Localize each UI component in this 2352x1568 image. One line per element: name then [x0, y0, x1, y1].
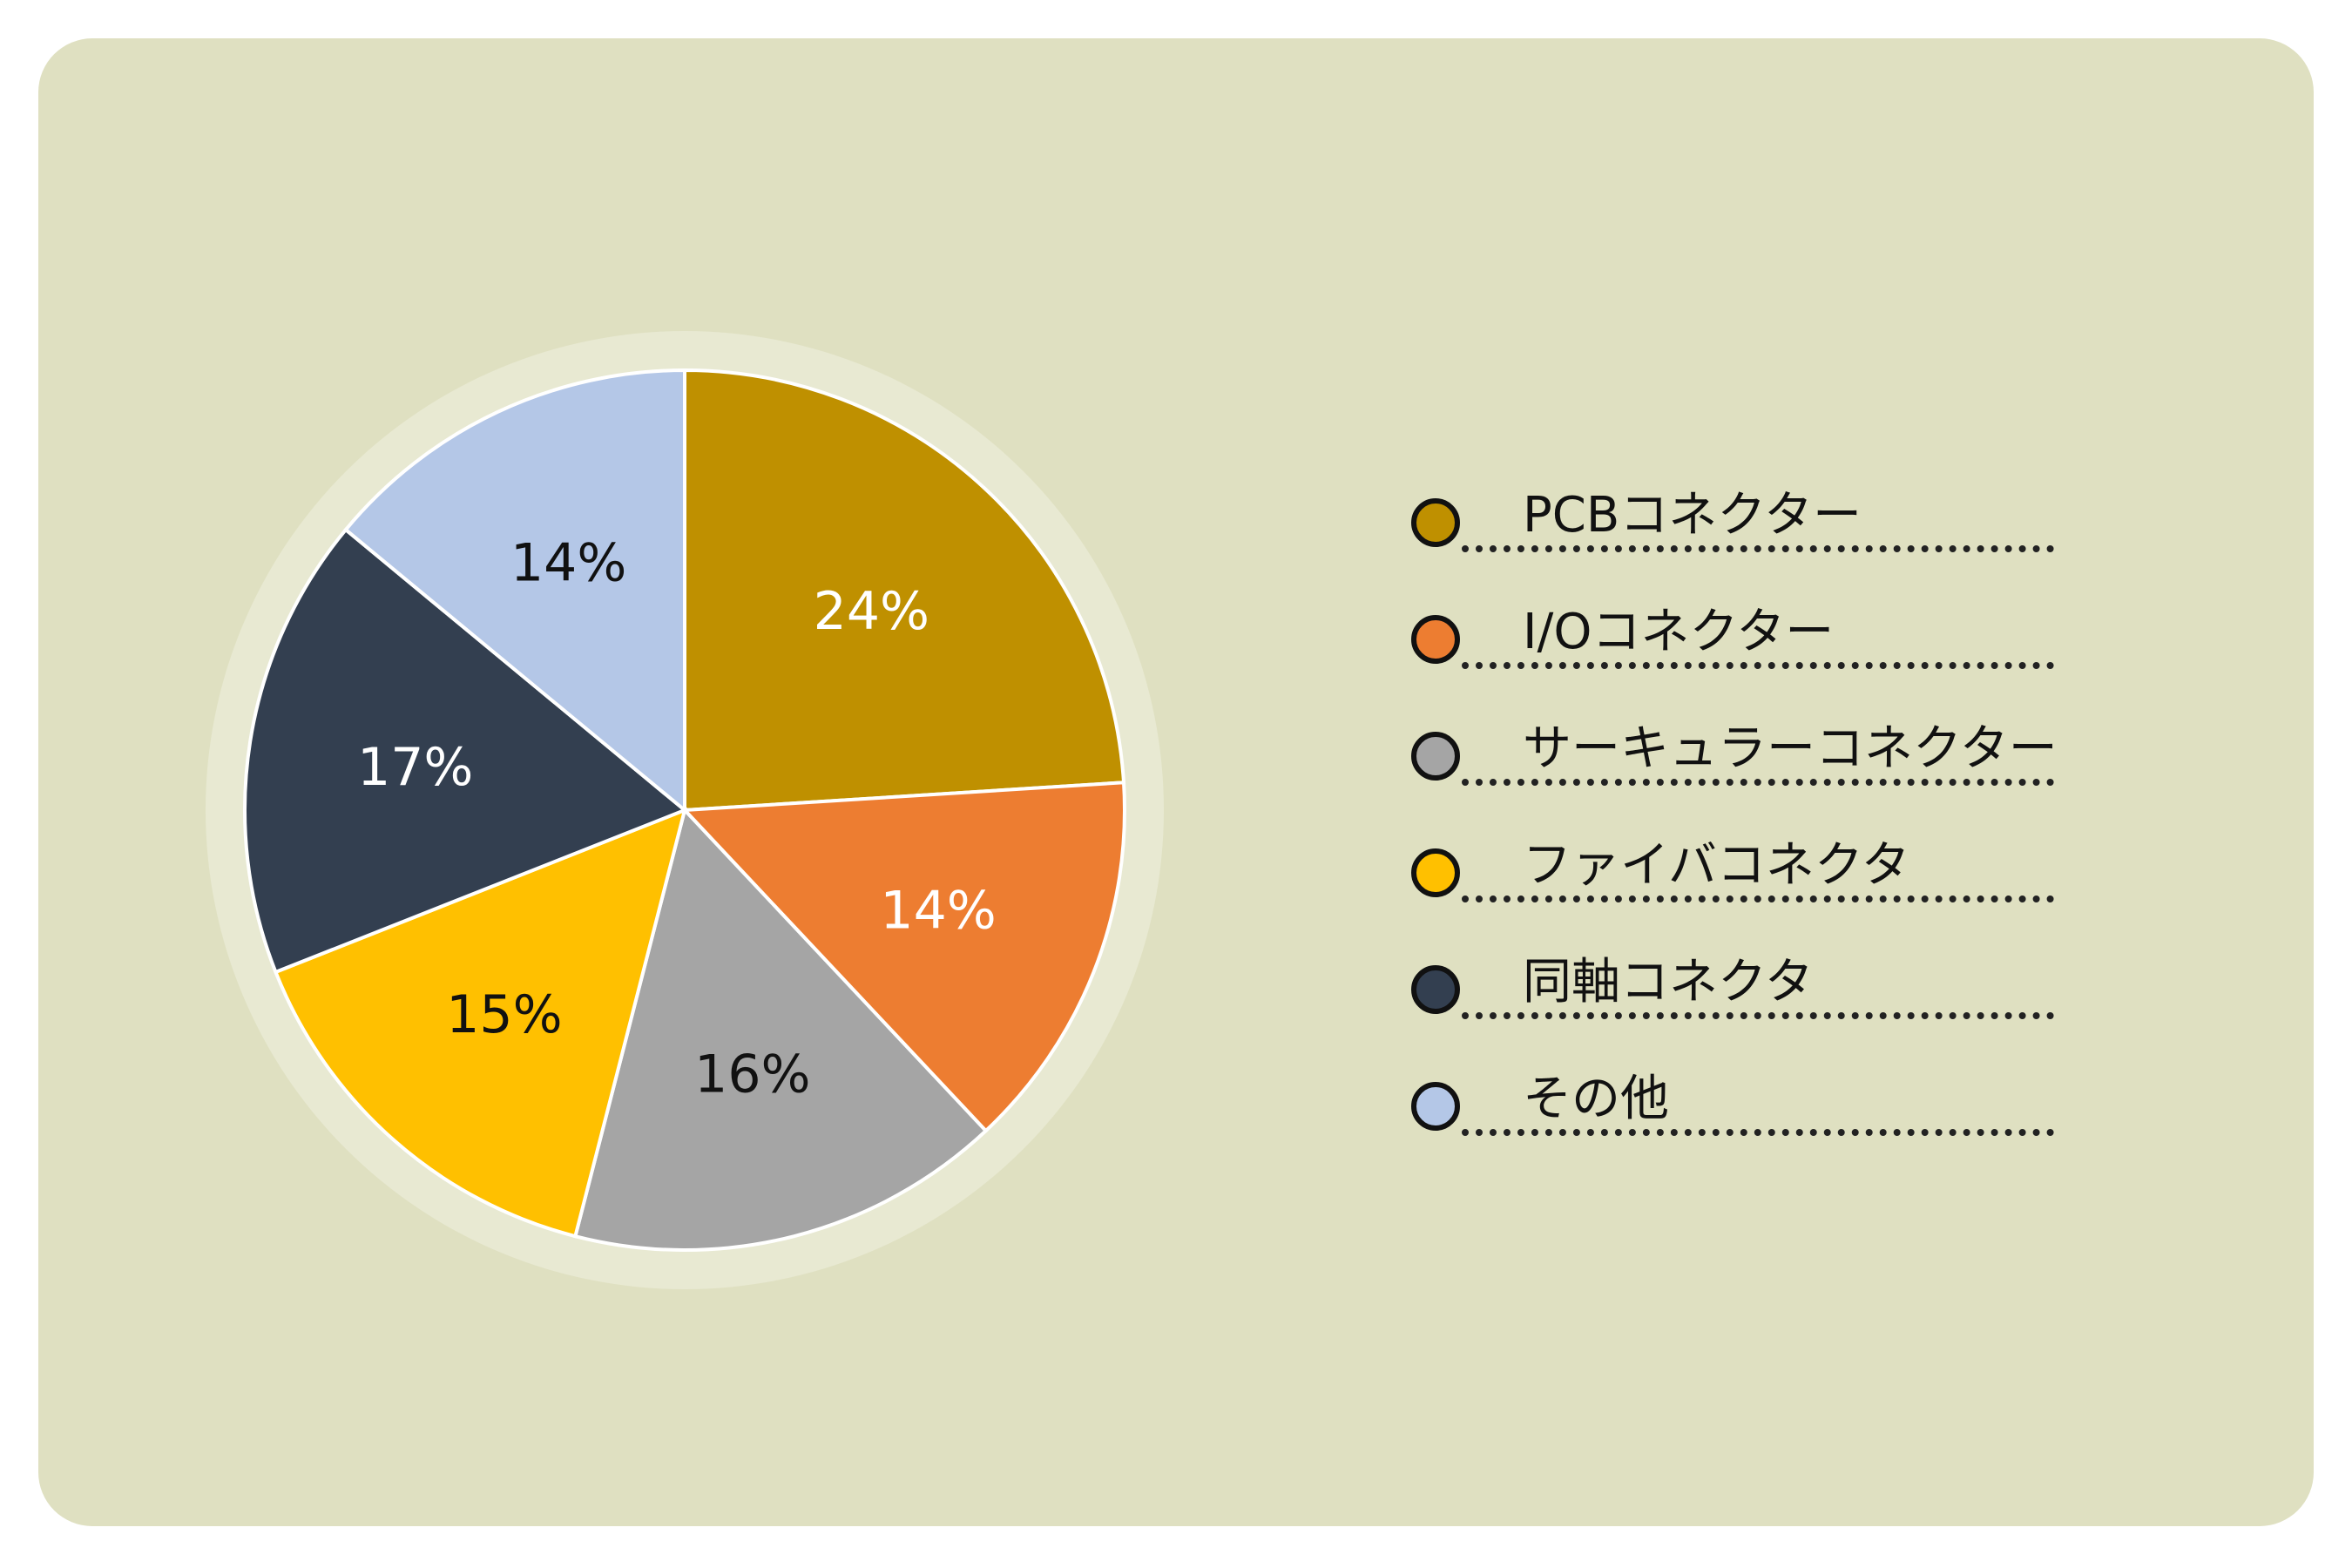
legend-swatch-icon	[1411, 965, 1460, 1014]
legend-swatch-icon	[1411, 1082, 1460, 1131]
legend-item: サーキュラーコネクター	[1411, 721, 2073, 838]
pie-slice-label: 14%	[510, 533, 626, 594]
legend-item: ファイバコネクタ	[1411, 838, 2073, 955]
legend-leader-line	[1462, 545, 2054, 552]
legend-leader-line	[1462, 779, 2054, 786]
pie-slice	[243, 527, 688, 975]
pie-slice	[343, 368, 686, 814]
legend-swatch-icon	[1411, 848, 1460, 897]
pie-slice	[273, 807, 687, 1239]
pie-slice	[683, 368, 1126, 813]
pie-slice	[572, 806, 989, 1252]
pie-slice-label: 14%	[880, 880, 996, 941]
legend-swatch-icon	[1411, 732, 1460, 781]
pie-slice	[680, 781, 1126, 1133]
legend-leader-line	[1462, 1129, 2054, 1136]
legend-leader-line	[1462, 1012, 2054, 1019]
legend-label: I/Oコネクター	[1523, 604, 1835, 660]
legend-label: その他	[1523, 1071, 1669, 1127]
legend-swatch-icon	[1411, 615, 1460, 664]
legend-item: PCBコネクター	[1411, 488, 2073, 605]
pie-slice-label: 16%	[694, 1044, 810, 1105]
legend-leader-line	[1462, 896, 2054, 902]
legend-item: I/Oコネクター	[1411, 605, 2073, 721]
pie-slice-label: 24%	[814, 581, 929, 642]
legend-leader-line	[1462, 662, 2054, 669]
legend-label: ファイバコネクタ	[1523, 837, 1910, 894]
legend-label: PCBコネクター	[1523, 487, 1862, 544]
legend-item: 同軸コネクタ	[1411, 955, 2073, 1071]
legend-swatch-icon	[1411, 498, 1460, 547]
pie-slice-label: 15%	[446, 984, 562, 1045]
legend-item: その他	[1411, 1071, 2073, 1188]
legend: PCBコネクター I/Oコネクター サーキュラーコネクター ファイバコネクタ 同…	[1411, 488, 2073, 1188]
legend-label: サーキュラーコネクター	[1523, 720, 2058, 777]
legend-label: 同軸コネクタ	[1523, 954, 1814, 1010]
pie-slice-label: 17%	[357, 737, 473, 798]
